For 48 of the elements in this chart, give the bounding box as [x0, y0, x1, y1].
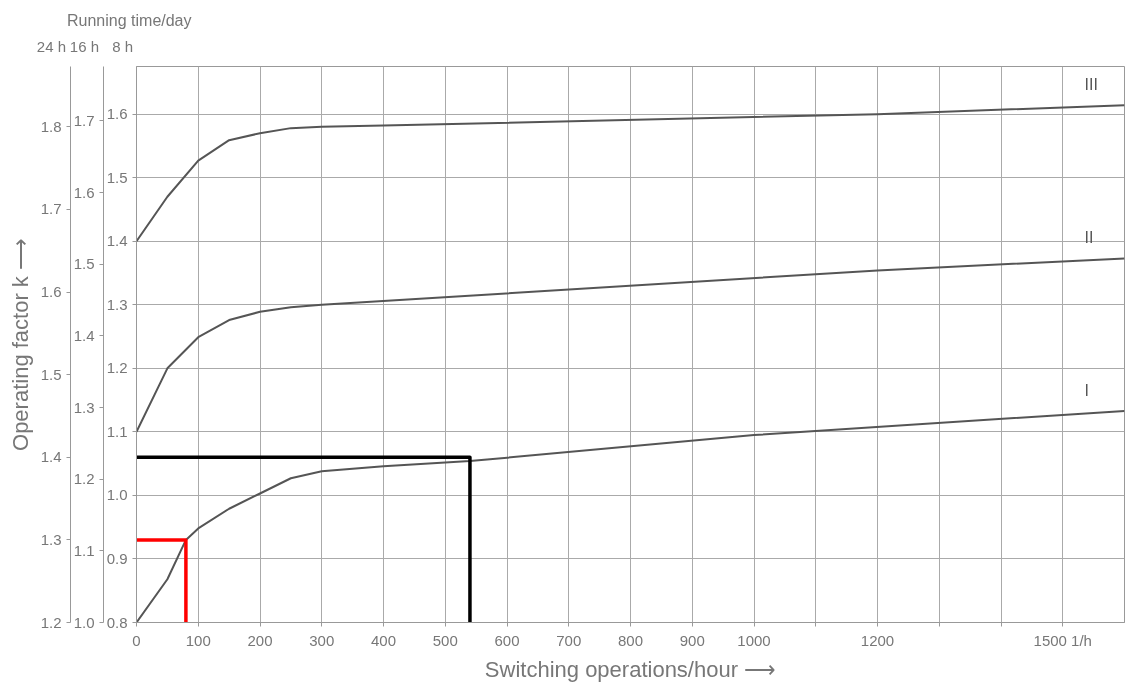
y2-tick-label: 1.0 — [73, 613, 95, 631]
y-tick-label: 0.8 — [106, 613, 128, 631]
x-tick-label: 900 — [679, 631, 705, 649]
x-tick-label: 300 — [309, 631, 335, 649]
y3-axis-title: 24 h — [36, 37, 66, 57]
line-series — [136, 257, 1125, 433]
y-tick-label: 1.2 — [106, 359, 128, 377]
text: Operating factor k ⟶ — [7, 238, 33, 451]
y3-tick-label: 1.4 — [40, 448, 62, 466]
y-tick-label: 1.3 — [106, 295, 128, 313]
series-label: III — [1084, 76, 1098, 94]
x-tick-label: 500 — [432, 631, 458, 649]
x-tick-label: 0 — [132, 631, 141, 649]
y3-tick-label: 1.5 — [40, 365, 62, 383]
y2-tick-label: 1.7 — [73, 111, 95, 129]
y-tick-label: 0.9 — [106, 549, 128, 567]
x-tick-label: 800 — [617, 631, 644, 649]
y-tick-label: 1.4 — [106, 232, 128, 250]
y3-tick-label: 1.2 — [40, 613, 62, 631]
y-tick-label: 1.5 — [106, 168, 128, 186]
x-tick-label: 100 — [185, 631, 211, 649]
y2-tick-label: 1.6 — [73, 183, 95, 201]
series-label: I — [1084, 381, 1089, 399]
x-tick-label: 1200 — [860, 631, 895, 649]
y2-tick-label: 1.3 — [73, 398, 95, 416]
y2-tick-label: 1.5 — [73, 255, 95, 273]
y2-tick-label: 1.1 — [73, 541, 95, 559]
x-tick-label: 1000 — [737, 631, 771, 649]
chart-title: Running time/day — [67, 11, 192, 31]
y3-tick-label: 1.8 — [40, 117, 62, 135]
x-tick-label: 400 — [370, 631, 397, 649]
y2-tick-label: 1.2 — [73, 470, 95, 488]
y-axis-title: 8 h — [112, 37, 133, 57]
x-axis-title: Switching operations/hour ⟶ — [484, 656, 777, 682]
y-tick-label: 1.6 — [106, 105, 128, 123]
series-label: II — [1084, 229, 1094, 247]
x-tick-label: 200 — [247, 631, 273, 649]
y3-tick-label: 1.3 — [40, 530, 62, 548]
y-tick-label: 1.1 — [106, 422, 128, 440]
line-series — [136, 104, 1125, 243]
y2-axis-title: 16 h — [69, 37, 99, 57]
x-tick-label: 600 — [494, 631, 520, 649]
x-tick-label: 700 — [556, 631, 582, 649]
y-tick-label: 1.0 — [106, 486, 128, 504]
y3-tick-label: 1.6 — [40, 283, 62, 301]
x-tick-label: 1500 1/h — [1033, 631, 1092, 649]
y2-tick-label: 1.4 — [73, 326, 95, 344]
y3-tick-label: 1.7 — [40, 200, 62, 218]
